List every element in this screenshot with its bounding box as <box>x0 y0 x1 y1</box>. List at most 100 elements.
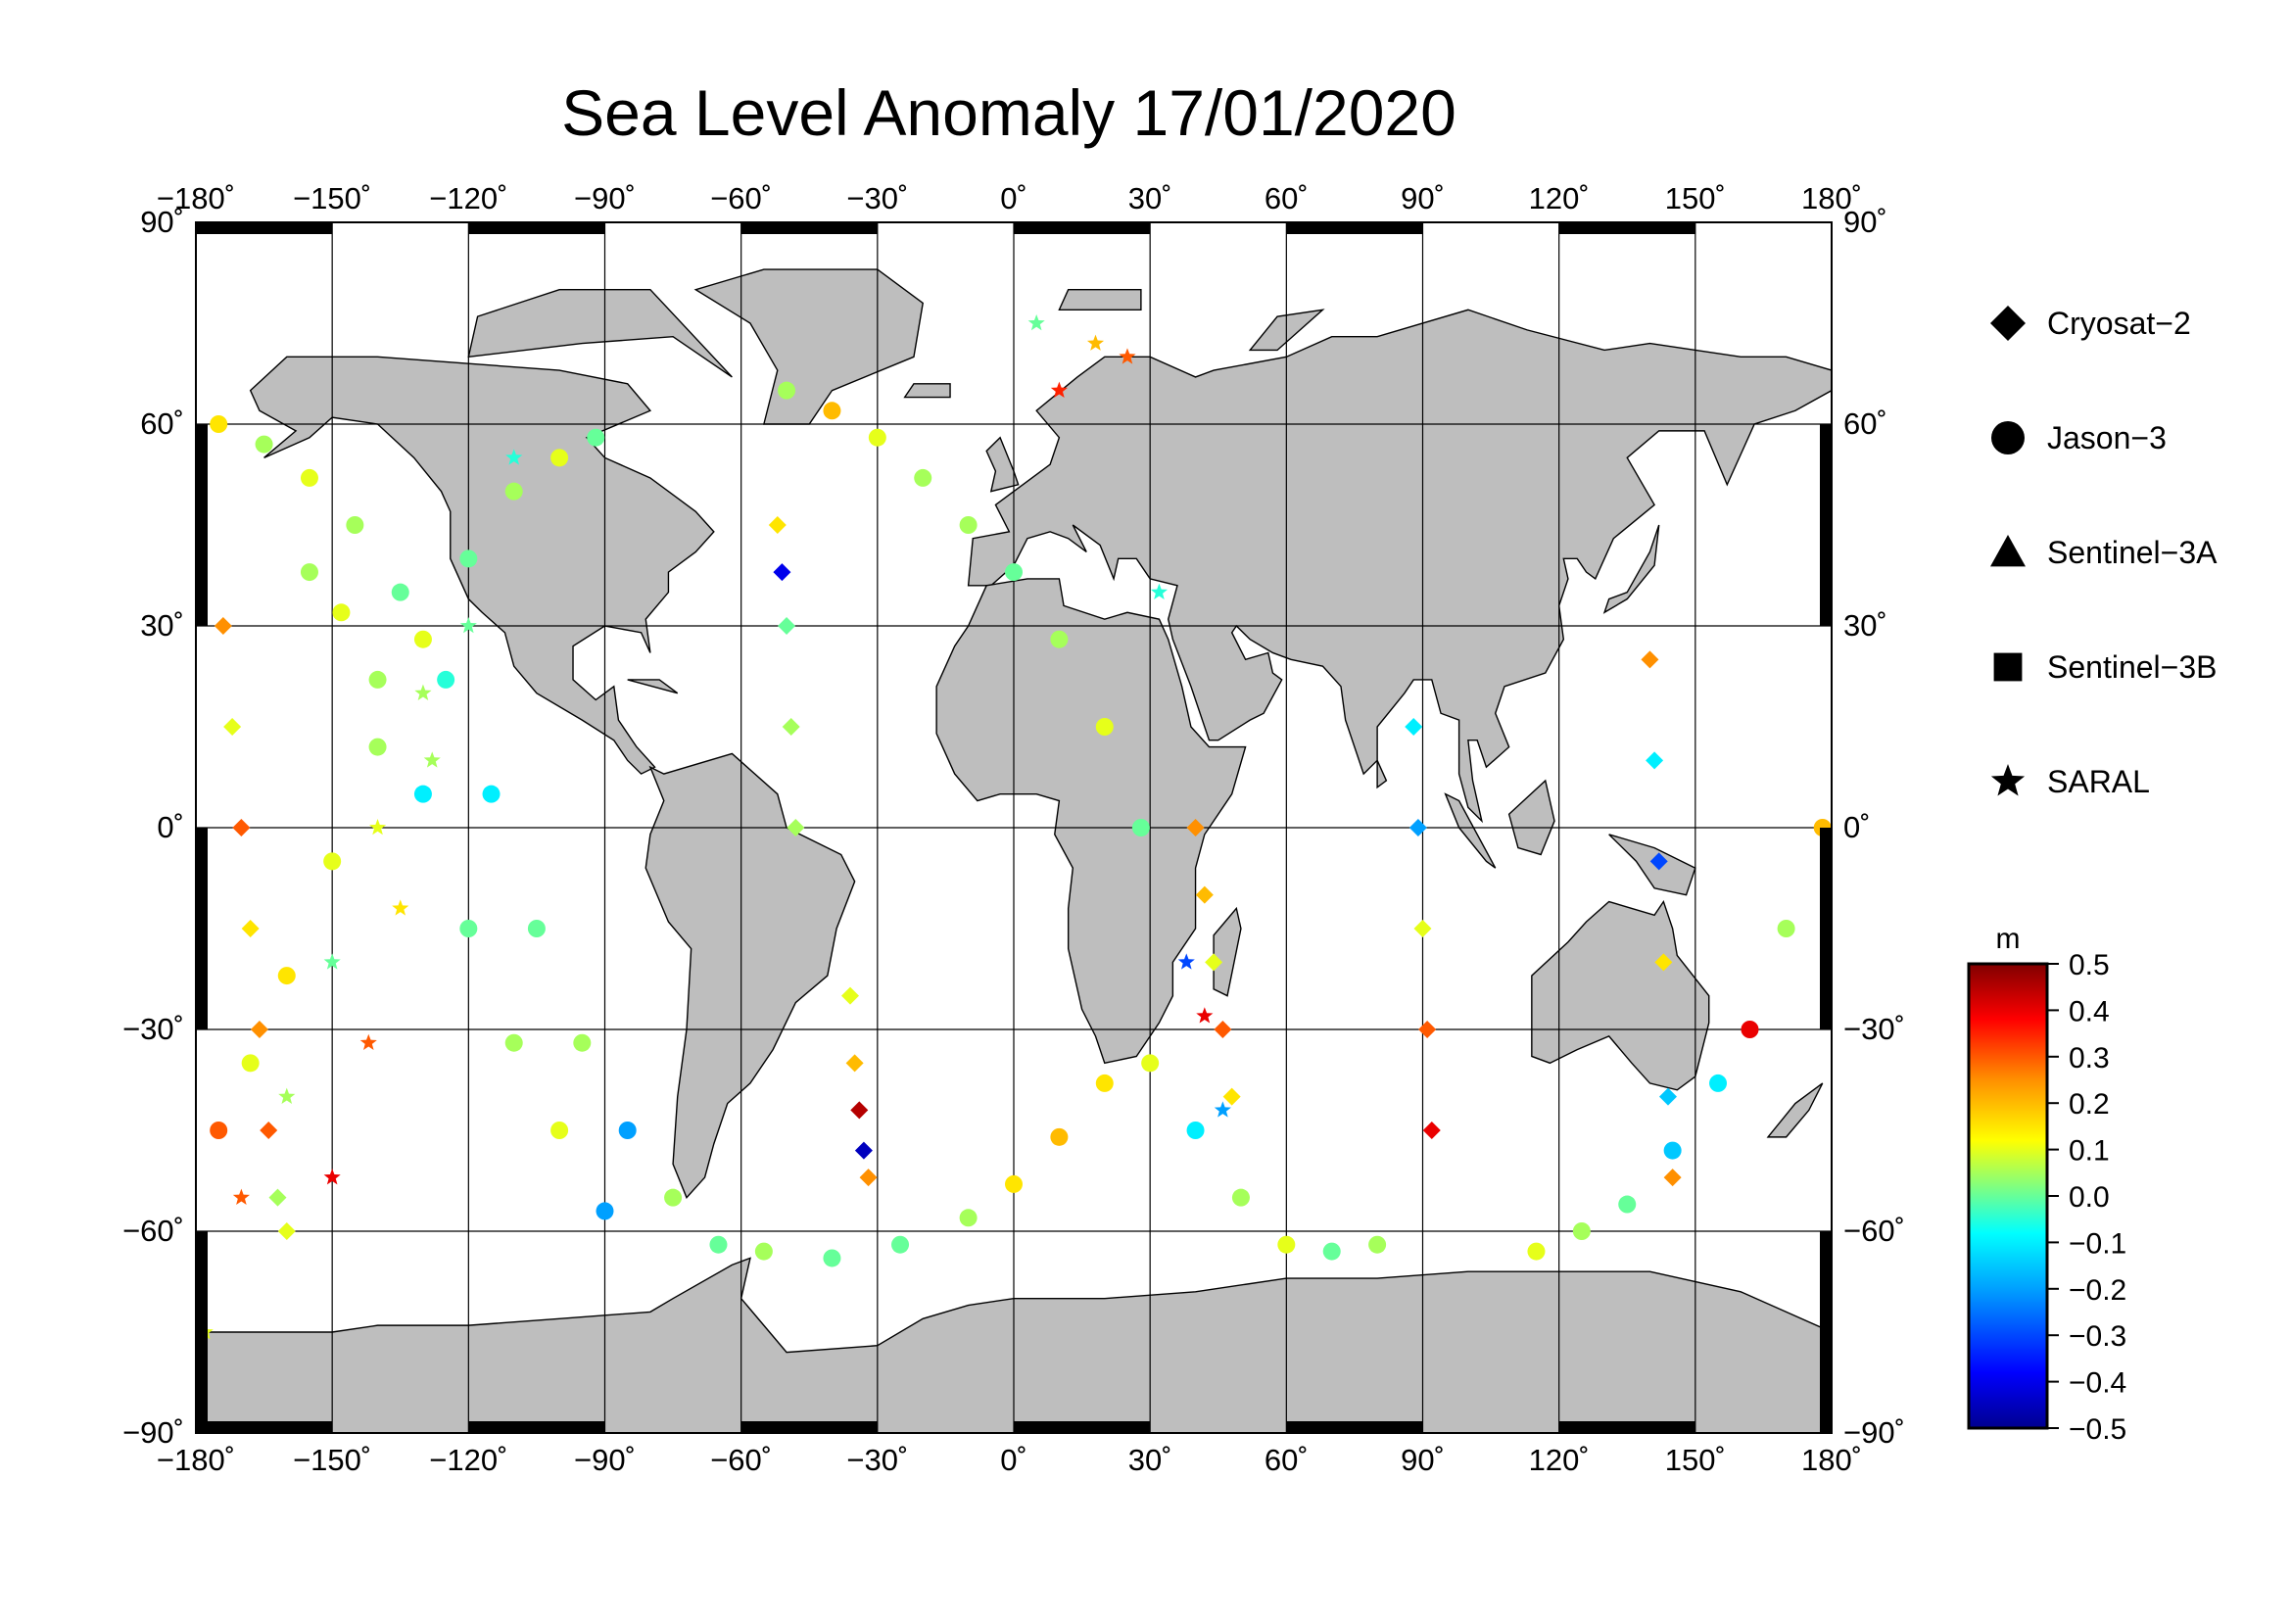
sla-point-star <box>1050 381 1068 398</box>
sla-point-diamond <box>1641 650 1659 669</box>
lon-label-top: −120˚ <box>429 181 507 215</box>
frame-segment-right <box>1820 1231 1832 1433</box>
sla-point-diamond <box>859 1169 878 1187</box>
sla-point-circle <box>1572 1222 1591 1240</box>
sla-point-circle <box>391 583 409 601</box>
frame-segment-top <box>1014 222 1151 234</box>
sla-point-star <box>1196 1007 1214 1024</box>
colorbar-tick-label: 0.0 <box>2069 1181 2110 1214</box>
legend-label: Sentinel−3A <box>2047 535 2218 570</box>
sla-point-diamond <box>1413 920 1432 937</box>
sla-point-star <box>459 617 477 634</box>
svalbard-land <box>1058 288 1142 310</box>
frame-segment-right <box>1820 424 1832 626</box>
sla-point-star <box>1214 1101 1231 1118</box>
sla-point-circle <box>368 670 387 689</box>
sla-point-star <box>392 899 409 916</box>
sla-point-diamond <box>773 563 791 582</box>
sla-point-star <box>505 449 523 465</box>
sla-point-circle <box>664 1188 683 1207</box>
sla-point-diamond <box>768 516 787 534</box>
sla-point-diamond <box>1205 953 1223 972</box>
sla-point-diamond <box>1222 1087 1241 1106</box>
colorbar: m 0.5 0.4 0.3 0.2 0.1 0.0 −0.1 −0.2 −0.3 −0.4 −0.5 <box>1967 923 2126 1446</box>
legend-circle-icon <box>1991 421 2025 454</box>
sla-point-star <box>414 684 432 700</box>
lon-label-top: 30˚ <box>1128 181 1172 215</box>
australia-land <box>1531 899 1710 1091</box>
lon-label-bottom: −150˚ <box>293 1443 371 1477</box>
sla-point-diamond <box>1663 1169 1682 1187</box>
frame-segment-bottom <box>196 1421 333 1433</box>
colorbar-tick-label: −0.1 <box>2069 1227 2126 1260</box>
sla-point-circle <box>618 1122 637 1139</box>
sla-point-diamond <box>250 1021 268 1038</box>
lon-label-bottom: −90˚ <box>574 1443 636 1477</box>
colorbar-ramp <box>1967 962 2049 1430</box>
sla-point-star <box>359 1033 377 1051</box>
lon-label-bottom: −180˚ <box>157 1443 235 1477</box>
sla-point-circle <box>300 563 318 582</box>
legend-square-icon <box>1993 652 2023 682</box>
lon-label-bottom: 150˚ <box>1665 1443 1726 1477</box>
sla-point-circle <box>210 415 228 433</box>
sla-point-diamond <box>277 1222 296 1240</box>
lon-label-bottom: −60˚ <box>710 1443 772 1477</box>
frame-segment-top <box>1286 222 1423 234</box>
lat-label-left: 30˚ <box>140 608 184 643</box>
sla-point-circle <box>1618 1195 1637 1214</box>
sla-point-circle <box>1186 1122 1205 1139</box>
frame-segment-left <box>196 1231 208 1433</box>
lon-label-bottom: 90˚ <box>1401 1443 1445 1477</box>
sla-point-circle <box>550 449 569 467</box>
sla-point-diamond <box>1186 819 1205 836</box>
sla-point-circle <box>323 852 342 871</box>
sla-point-circle <box>1095 718 1114 736</box>
sla-point-diamond <box>1646 751 1664 770</box>
sla-point-star <box>1086 334 1105 351</box>
sla-point-circle <box>210 1122 228 1139</box>
lon-label-top: 150˚ <box>1665 181 1726 215</box>
japan-land <box>1602 524 1660 614</box>
great-britain-land <box>985 436 1020 493</box>
lon-label-top: −60˚ <box>710 181 772 215</box>
sla-point-circle <box>413 785 432 803</box>
satellite-legend: Cryosat−2 Jason−3 Sentinel−3A Sentinel−3B SA… <box>1990 306 2218 799</box>
lat-label-right: 0˚ <box>1843 810 1871 844</box>
iceland-land <box>903 383 951 399</box>
frame-segment-right <box>1820 828 1832 1029</box>
altimetry-tracks <box>196 314 1832 1340</box>
sla-point-circle <box>1231 1188 1250 1207</box>
colorbar-tick-label: −0.3 <box>2069 1320 2126 1353</box>
latitude-labels-right: −90˚ −60˚ −30˚ 0˚ 30˚ 60˚ 90˚ <box>1843 205 1905 1450</box>
north-america-land <box>249 356 715 775</box>
legend-label: Cryosat−2 <box>2047 306 2191 341</box>
colorbar-tick-label: 0.2 <box>2069 1088 2110 1121</box>
sla-point-circle <box>1005 1174 1023 1193</box>
sla-point-circle <box>241 1054 260 1073</box>
sla-point-circle <box>709 1235 728 1254</box>
sla-point-circle <box>459 920 478 937</box>
lon-label-top: 180˚ <box>1801 181 1862 215</box>
sla-point-diamond <box>1659 1087 1677 1106</box>
sla-point-circle <box>573 1033 592 1052</box>
sla-point-diamond <box>787 819 805 836</box>
sla-point-diamond <box>782 718 800 736</box>
lat-label-right: 30˚ <box>1843 608 1887 643</box>
new-guinea-land <box>1608 834 1696 896</box>
lon-label-bottom: 60˚ <box>1265 1443 1309 1477</box>
sla-point-circle <box>823 402 841 420</box>
sla-point-diamond <box>778 617 796 635</box>
frame-checkerboard <box>196 222 1832 1433</box>
lat-label-right: −90˚ <box>1843 1415 1905 1450</box>
sla-point-circle <box>527 920 546 937</box>
sla-point-diamond <box>854 1141 873 1160</box>
lat-label-right: 60˚ <box>1843 406 1887 441</box>
sla-point-circle <box>413 630 432 648</box>
map-title: Sea Level Anomaly 17/01/2020 <box>561 76 1456 149</box>
sla-point-star <box>278 1087 296 1104</box>
lat-label-right: −30˚ <box>1843 1012 1905 1046</box>
sla-point-circle <box>754 1242 773 1261</box>
